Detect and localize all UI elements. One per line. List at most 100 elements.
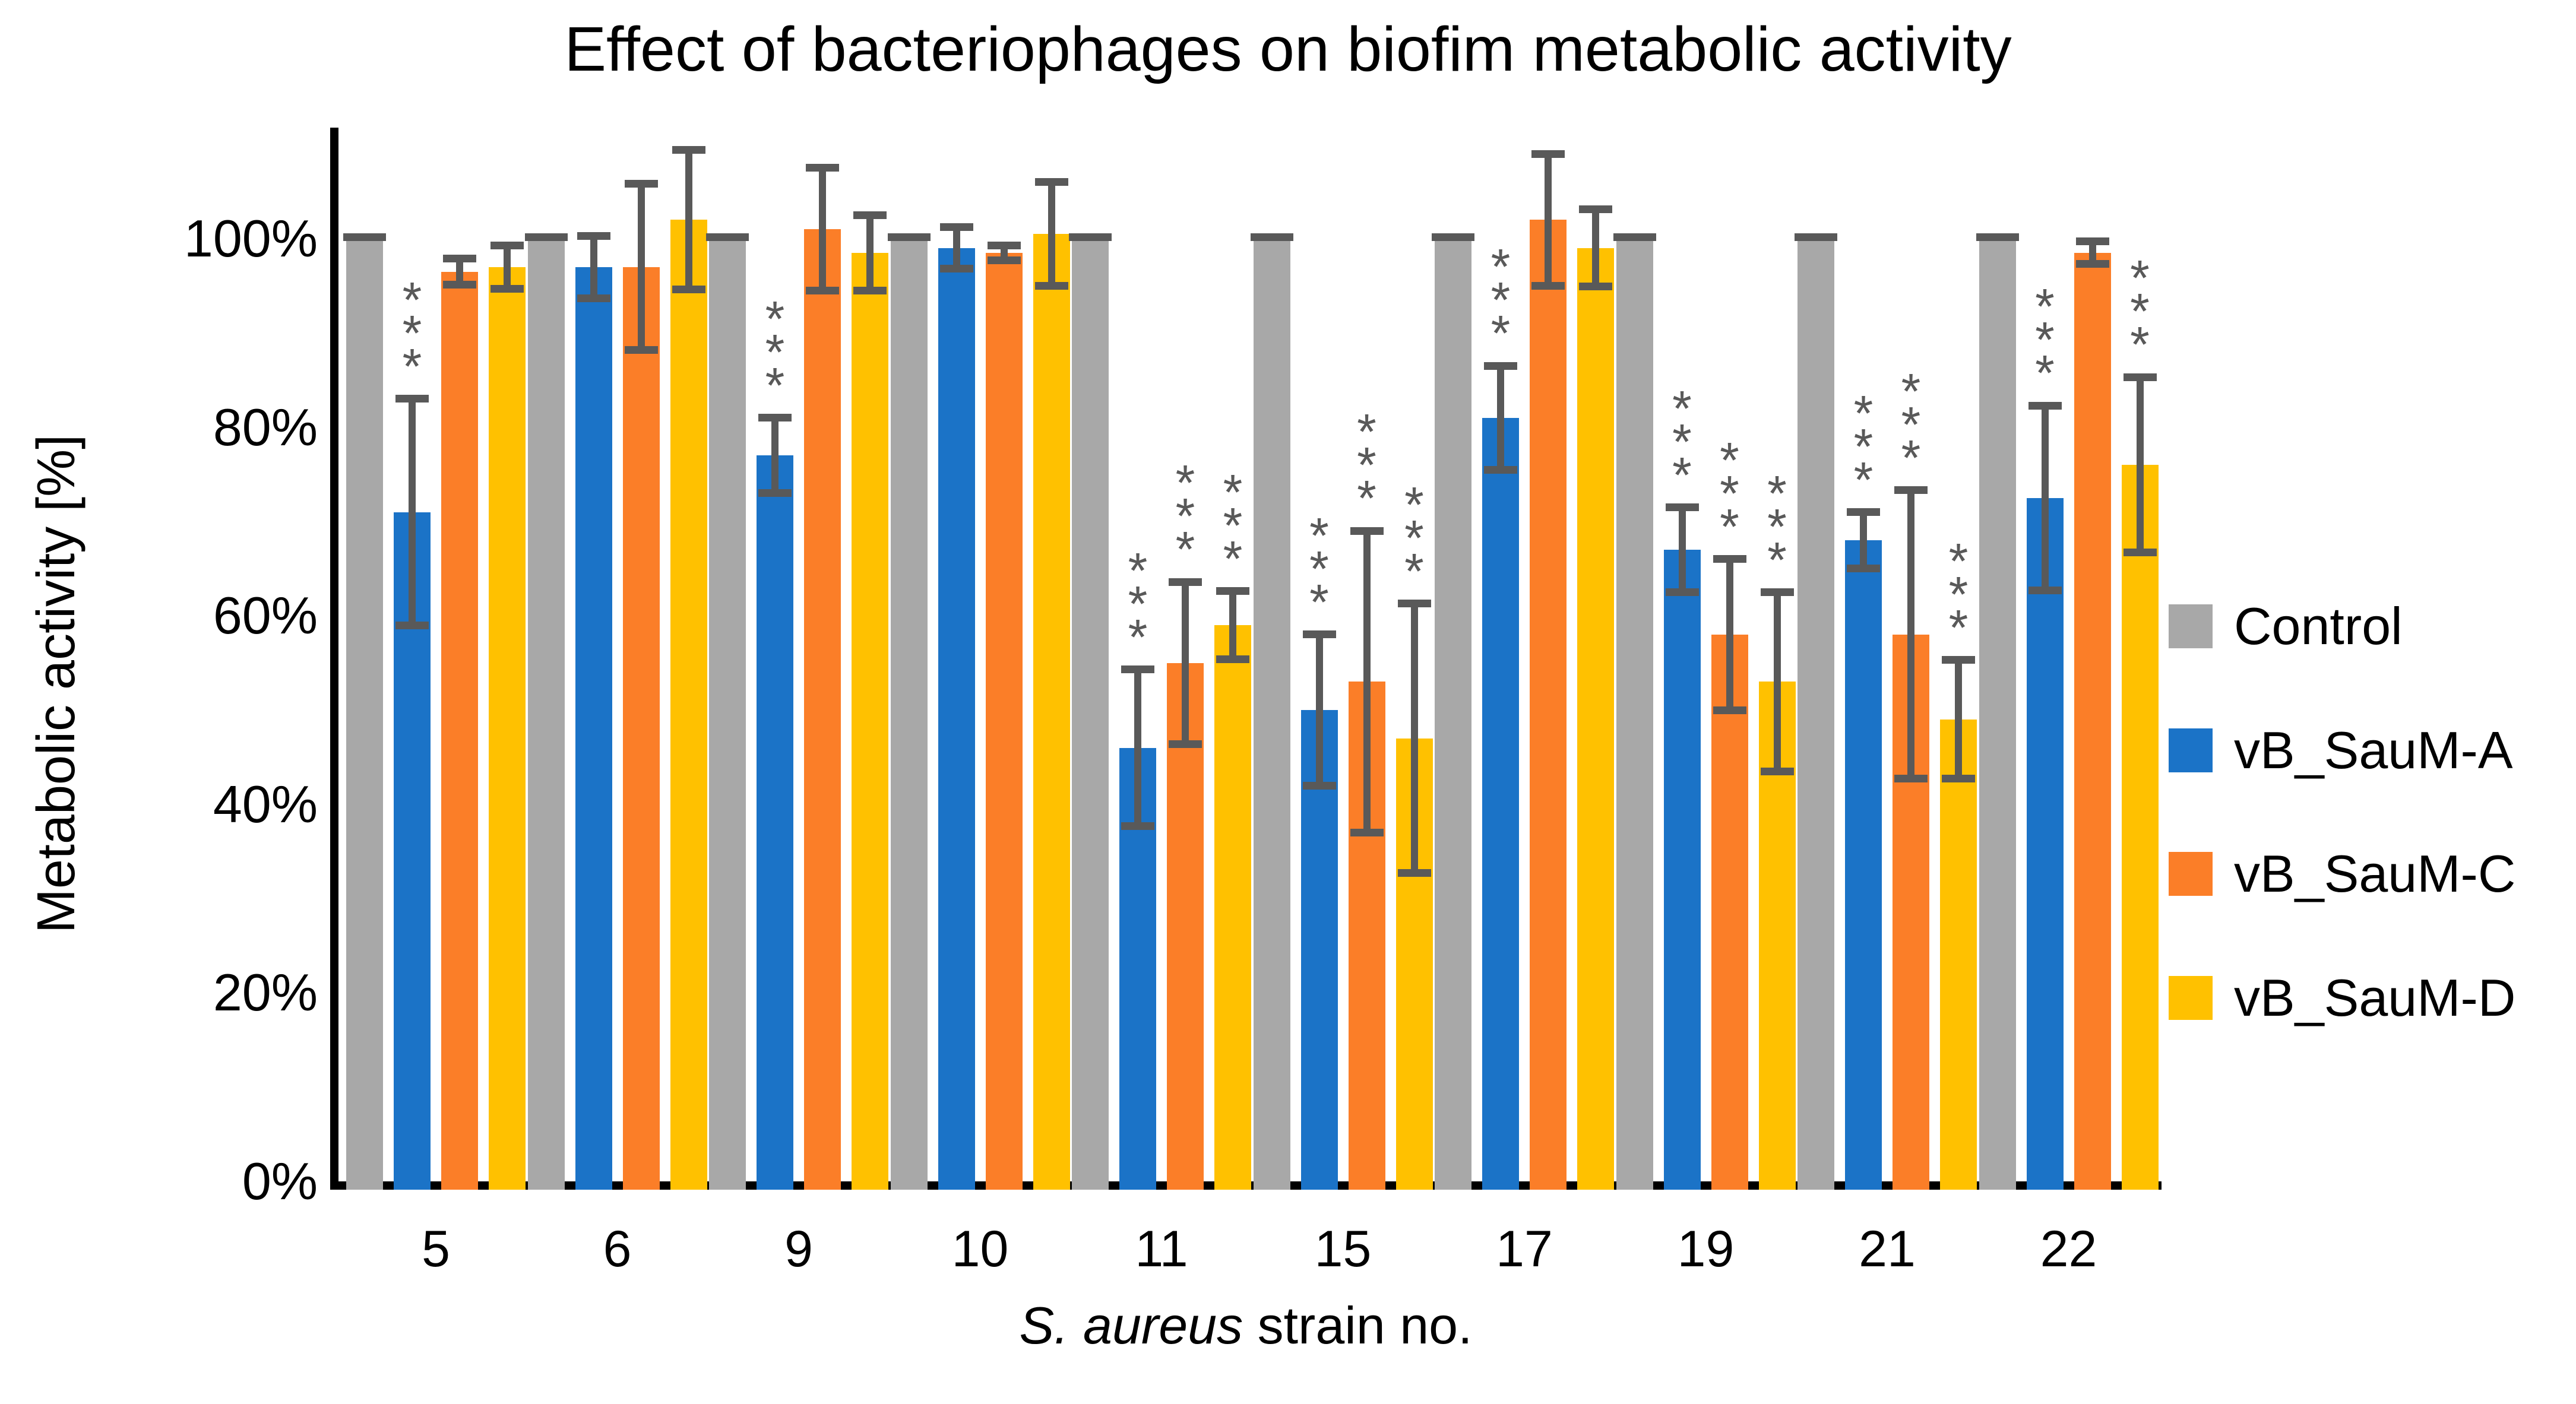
error-bar-line — [1229, 591, 1236, 660]
error-bar-cap — [624, 180, 658, 188]
error-bar-cap — [1894, 775, 1928, 783]
error-bar-cap — [1665, 503, 1699, 512]
error-bar-cap — [1169, 740, 1202, 748]
y-axis-line — [330, 128, 338, 1190]
error-bar-cap — [1350, 828, 1384, 836]
error-bar-cap — [2028, 401, 2062, 410]
error-bar-cap — [1169, 578, 1202, 586]
error-bar-line — [1363, 531, 1371, 833]
error-bar-cap — [2028, 586, 2062, 594]
error-bar-cap — [577, 294, 610, 302]
significance-marker: * * * — [1128, 542, 1148, 665]
error-bar-line — [1048, 182, 1055, 286]
error-bar-cap — [758, 414, 792, 422]
error-bar-cap — [624, 346, 658, 354]
significance-marker: * * * — [1672, 380, 1692, 503]
y-tick-label: 40% — [213, 774, 318, 833]
bar — [1577, 248, 1614, 1190]
bar — [1940, 719, 1977, 1190]
bar — [489, 267, 526, 1190]
error-bar-line — [1726, 559, 1733, 710]
bar — [804, 229, 841, 1190]
error-bar-cap — [987, 256, 1021, 265]
error-bar-cap — [1034, 281, 1068, 290]
error-bar-cap — [1034, 178, 1068, 186]
x-tick-label: 6 — [603, 1221, 632, 1278]
error-bar-line — [2088, 241, 2096, 264]
error-bar-line — [1410, 603, 1418, 873]
error-bar-cap — [1302, 781, 1336, 790]
bar — [1797, 239, 1834, 1190]
significance-marker: * * * — [1357, 404, 1376, 527]
legend-swatch-icon — [2169, 604, 2213, 648]
error-bar-cap — [1484, 362, 1517, 370]
significance-marker: * * * — [1309, 507, 1329, 630]
x-axis-title-species: S. aureus — [1019, 1296, 1243, 1355]
error-bar-line — [456, 258, 463, 285]
error-bar-line — [1497, 366, 1504, 470]
error-bar-cap — [1216, 655, 1249, 663]
error-bar-line — [771, 417, 779, 493]
error-bar-cap — [1713, 706, 1746, 714]
bar — [1214, 625, 1251, 1190]
error-bar-line — [1860, 512, 1867, 569]
error-bar-cap — [939, 223, 973, 232]
legend-item-label: vB_SauM-C — [2234, 844, 2516, 903]
bar — [441, 271, 478, 1190]
error-bar-cap — [1397, 869, 1431, 877]
bar — [2121, 465, 2159, 1190]
error-bar-cap — [1121, 665, 1154, 674]
error-bar-cap — [1613, 233, 1656, 241]
error-bar-cap — [395, 621, 429, 629]
error-bar-cap — [1976, 233, 2019, 241]
error-bar-line — [2041, 405, 2049, 591]
significance-marker: * * * — [1490, 239, 1511, 362]
error-bar-cap — [343, 233, 386, 241]
legend-swatch-icon — [2169, 852, 2213, 896]
error-bar-cap — [1942, 775, 1975, 783]
error-bar-cap — [887, 233, 931, 241]
error-bar-cap — [1302, 630, 1336, 639]
bar — [2026, 497, 2064, 1190]
x-tick-label: 15 — [1314, 1221, 1372, 1278]
bar — [575, 267, 612, 1190]
bar — [1253, 239, 1290, 1190]
error-bar-cap — [1713, 555, 1746, 563]
error-bar-cap — [1531, 281, 1565, 290]
error-bar-cap — [672, 146, 705, 154]
error-bar-cap — [1121, 822, 1154, 830]
error-bar-line — [1182, 582, 1189, 744]
bar — [670, 220, 707, 1190]
error-bar-line — [1315, 634, 1323, 786]
error-bar-cap — [490, 284, 524, 293]
error-bar-line — [1134, 669, 1141, 826]
bar — [1482, 417, 1519, 1190]
x-axis-title: S. aureus strain no. — [330, 1293, 2162, 1358]
x-tick-label: 22 — [2040, 1221, 2097, 1278]
legend-item-label: vB_SauM-D — [2234, 968, 2516, 1027]
bar — [1167, 663, 1204, 1190]
significance-marker: * * * — [765, 290, 785, 413]
error-bar-cap — [1579, 283, 1612, 291]
significance-marker: * * * — [1853, 385, 1874, 508]
significance-marker: * * * — [1404, 476, 1424, 599]
error-bar-cap — [1432, 233, 1474, 241]
error-bar-cap — [1894, 486, 1928, 495]
error-bar-cap — [524, 233, 568, 241]
bar — [709, 239, 746, 1190]
y-tick-label: 80% — [213, 397, 318, 457]
error-bar-cap — [1069, 233, 1112, 241]
error-bar-cap — [1531, 150, 1565, 158]
error-bar-cap — [1847, 565, 1880, 573]
y-tick-label: 20% — [213, 963, 318, 1022]
error-bar-cap — [939, 265, 973, 273]
error-bar-cap — [1250, 233, 1293, 241]
x-tick-label: 21 — [1859, 1221, 1916, 1278]
bar — [757, 455, 793, 1190]
x-tick-label: 17 — [1496, 1221, 1553, 1278]
error-bar-cap — [2123, 549, 2157, 557]
error-bar-cap — [2075, 237, 2109, 246]
error-bar-cap — [987, 241, 1021, 249]
error-bar-cap — [1350, 527, 1384, 535]
